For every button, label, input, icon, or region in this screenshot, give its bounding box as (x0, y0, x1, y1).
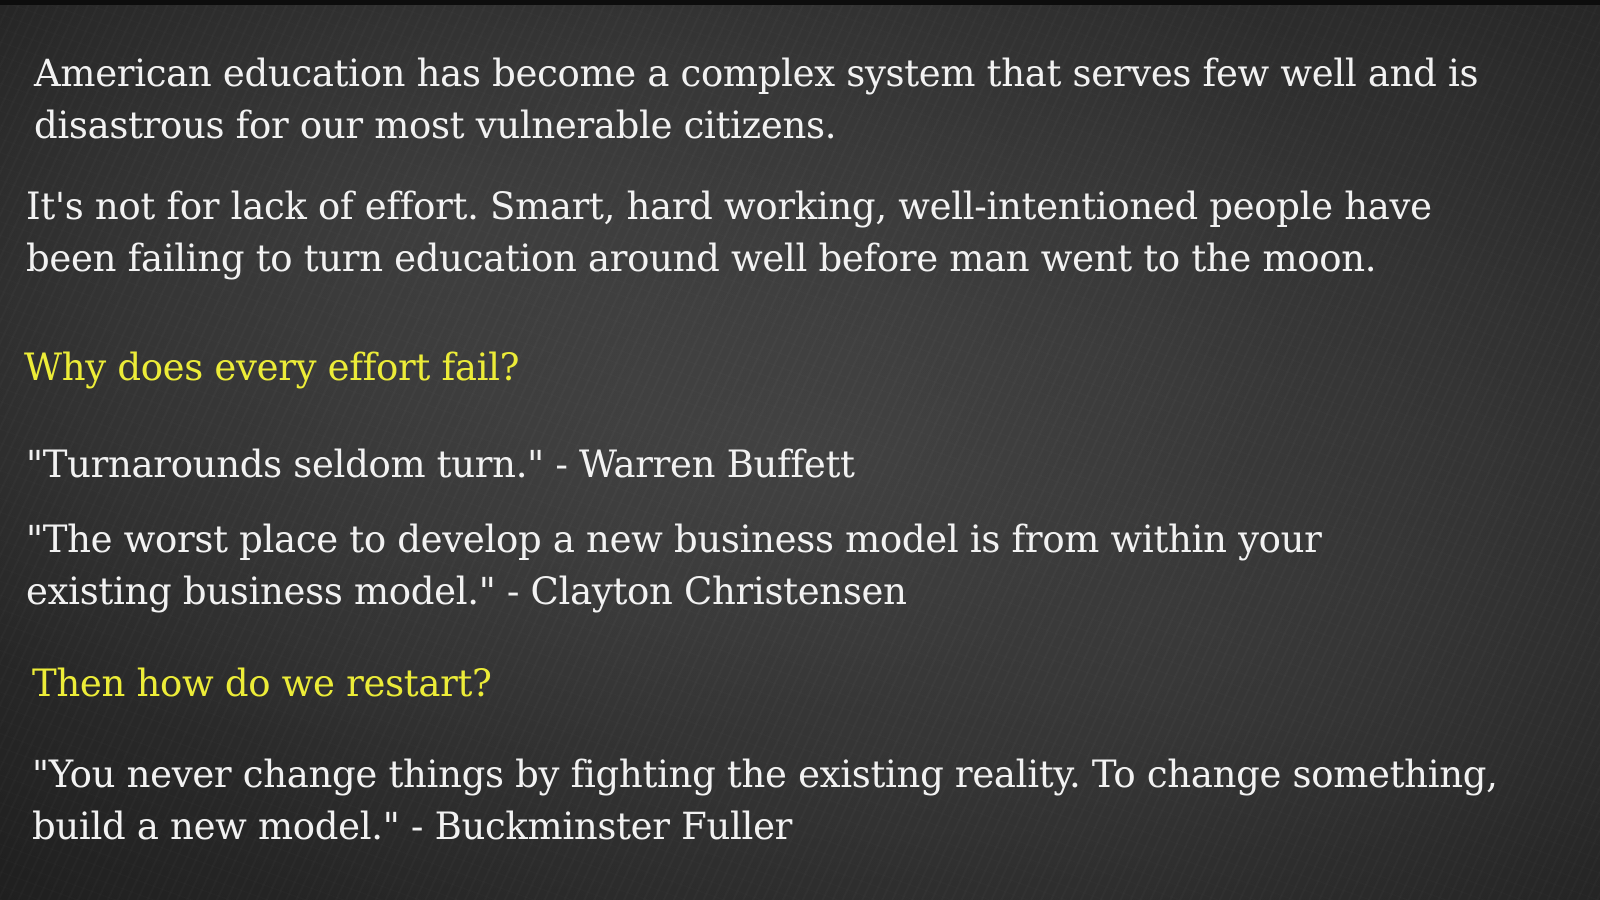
effort-paragraph: It's not for lack of effort. Smart, hard… (26, 181, 1432, 285)
intro-line-1: American education has become a complex … (34, 52, 1479, 95)
fuller-line-1: "You never change things by fighting the… (32, 753, 1498, 796)
question-why-fail: Why does every effort fail? (24, 346, 520, 389)
top-border (0, 0, 1600, 5)
effort-line-1: It's not for lack of effort. Smart, hard… (26, 185, 1432, 228)
intro-paragraph: American education has become a complex … (34, 48, 1479, 152)
intro-line-2: disastrous for our most vulnerable citiz… (34, 104, 837, 147)
fuller-line-2: build a new model." - Buckminster Fuller (32, 805, 793, 848)
christensen-line-2: existing business model." - Clayton Chri… (26, 570, 907, 613)
question-restart: Then how do we restart? (32, 662, 492, 705)
quote-fuller: "You never change things by fighting the… (32, 749, 1498, 853)
christensen-line-1: "The worst place to develop a new busine… (26, 518, 1322, 561)
quote-buffett: "Turnarounds seldom turn." - Warren Buff… (26, 443, 855, 486)
effort-line-2: been failing to turn education around we… (26, 237, 1377, 280)
quote-christensen: "The worst place to develop a new busine… (26, 514, 1322, 618)
